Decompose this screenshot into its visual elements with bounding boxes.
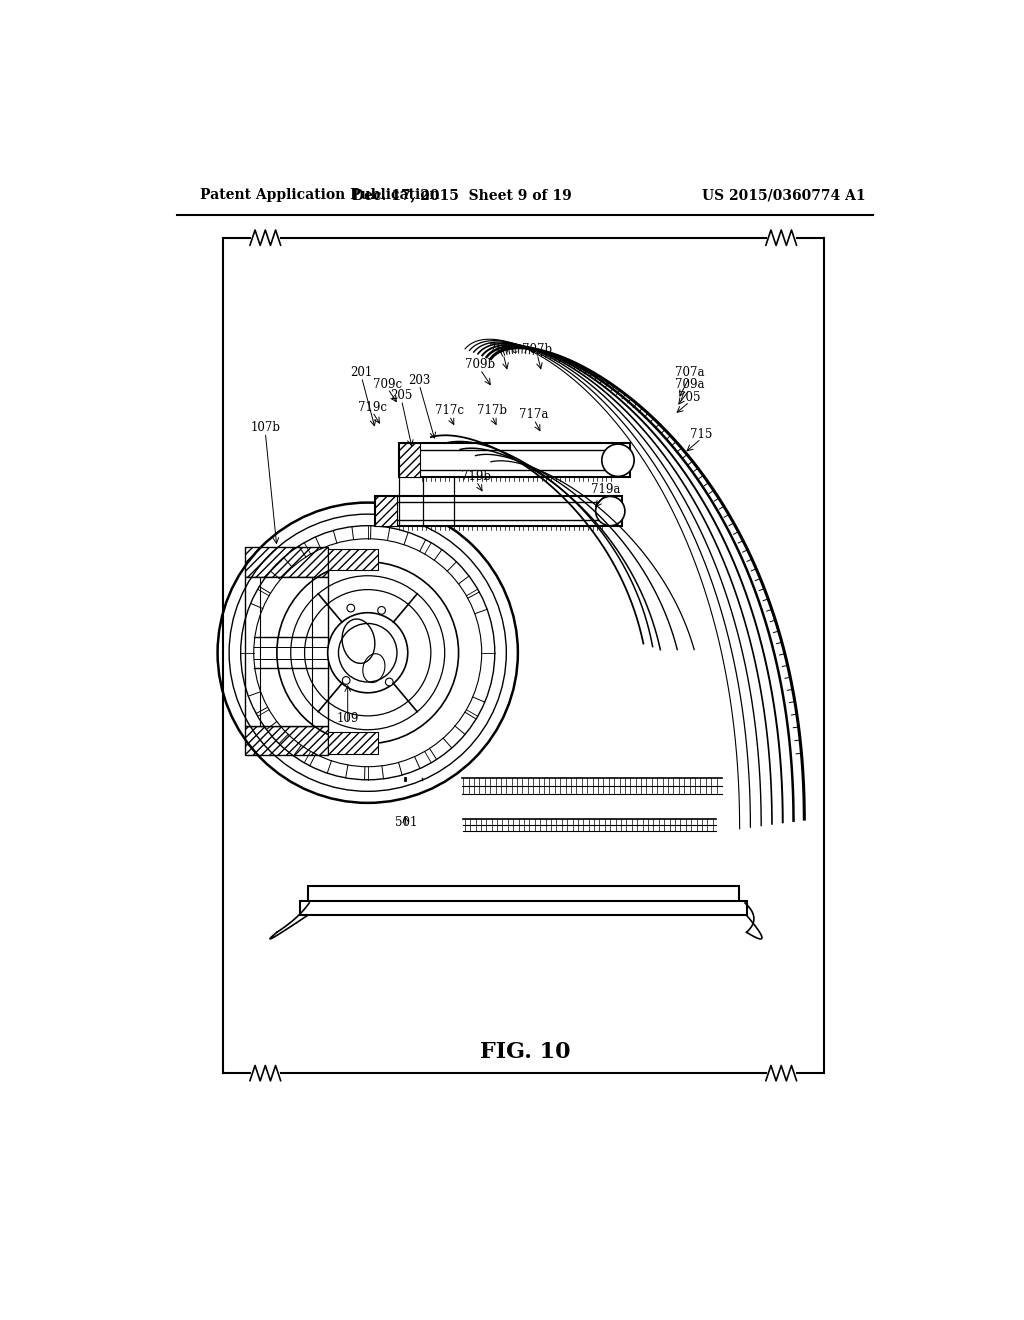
Bar — [300, 902, 746, 915]
Text: 707b: 707b — [522, 343, 552, 356]
Text: 205: 205 — [390, 389, 413, 403]
Text: 717a: 717a — [519, 408, 549, 421]
Text: 705: 705 — [678, 391, 700, 404]
Bar — [328, 549, 378, 570]
Text: 107b: 107b — [250, 421, 281, 434]
Text: Patent Application Publication: Patent Application Publication — [200, 189, 439, 202]
Circle shape — [342, 677, 350, 684]
Circle shape — [602, 444, 634, 477]
Circle shape — [339, 623, 397, 682]
Text: 203: 203 — [409, 374, 430, 387]
Text: 707a: 707a — [675, 366, 705, 379]
Bar — [245, 577, 328, 726]
Bar — [376, 502, 610, 520]
Bar — [245, 726, 328, 755]
Circle shape — [378, 607, 385, 614]
Circle shape — [347, 605, 354, 612]
Bar — [328, 733, 378, 754]
Text: 719c: 719c — [357, 400, 387, 413]
Text: 709c: 709c — [373, 378, 402, 391]
Bar — [398, 444, 630, 478]
Text: 109: 109 — [337, 713, 358, 726]
Text: FIG. 10: FIG. 10 — [479, 1040, 570, 1063]
Text: 201: 201 — [350, 366, 373, 379]
Bar — [398, 450, 617, 470]
Text: 709b: 709b — [465, 358, 496, 371]
Text: 715: 715 — [690, 428, 713, 441]
Text: 709a: 709a — [675, 379, 705, 391]
Text: 717b: 717b — [477, 404, 507, 417]
Text: 717c: 717c — [435, 404, 464, 417]
Bar — [245, 548, 328, 577]
Text: Dec. 17, 2015  Sheet 9 of 19: Dec. 17, 2015 Sheet 9 of 19 — [352, 189, 571, 202]
Bar — [307, 886, 739, 903]
Text: 707c: 707c — [488, 343, 518, 356]
Circle shape — [385, 678, 393, 686]
Circle shape — [328, 612, 408, 693]
Text: 719a: 719a — [591, 483, 621, 496]
Bar — [398, 444, 420, 478]
Text: 501: 501 — [395, 816, 418, 829]
Bar — [376, 496, 622, 527]
Text: US 2015/0360774 A1: US 2015/0360774 A1 — [701, 189, 865, 202]
Text: 719b: 719b — [461, 470, 492, 483]
Circle shape — [596, 496, 625, 525]
Bar — [376, 496, 397, 527]
